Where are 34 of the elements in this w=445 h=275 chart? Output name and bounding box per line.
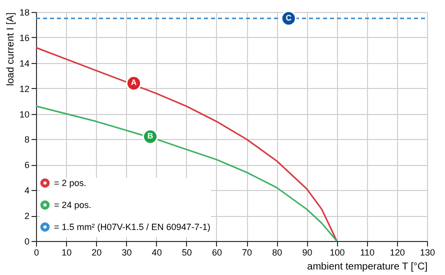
legend-label: = 24 pos. xyxy=(54,200,92,210)
x-tick-label: 70 xyxy=(242,248,252,258)
x-tick-label: 10 xyxy=(62,248,72,258)
y-tick-label: 8 xyxy=(24,134,30,145)
y-tick-label: 0 xyxy=(24,236,30,246)
y-tick-label: 4 xyxy=(24,186,30,196)
x-tick-label: 100 xyxy=(330,248,345,258)
legend-label: = 2 pos. xyxy=(54,178,86,188)
y-tick-label: 18 xyxy=(19,8,30,18)
y-axis-title: load current I [A] xyxy=(5,12,16,86)
annotation: C xyxy=(286,13,292,22)
x-tick-label: 130 xyxy=(420,248,436,258)
legend-label: = 1.5 mm² (H07V-K1.5 / EN 60947-7-1) xyxy=(54,222,210,232)
y-tick-label: 6 xyxy=(24,160,30,170)
annotation: B xyxy=(147,132,154,141)
x-tick-label: 90 xyxy=(302,248,312,258)
x-tick-label: 80 xyxy=(272,248,282,258)
x-tick-label: 60 xyxy=(212,248,222,258)
line-series xyxy=(35,46,338,242)
y-tick-label: 10 xyxy=(19,109,30,120)
x-tick-label: 40 xyxy=(152,248,162,258)
x-tick-label: 0 xyxy=(34,248,40,258)
x-tick-label: 50 xyxy=(182,248,192,258)
x-tick-label: 120 xyxy=(390,248,405,258)
y-tick-label: 14 xyxy=(19,58,30,68)
x-tick-label: 30 xyxy=(122,248,132,258)
x-tick-label: 110 xyxy=(360,248,375,258)
x-tick-label: 20 xyxy=(92,248,102,258)
y-tick-label: 12 xyxy=(19,84,30,94)
y-tick-label: 16 xyxy=(19,32,30,43)
x-axis-title: ambient temperature T [°C] xyxy=(307,262,428,272)
line-series xyxy=(35,105,338,242)
annotation: A xyxy=(130,78,137,88)
y-tick-label: 2 xyxy=(24,211,30,222)
